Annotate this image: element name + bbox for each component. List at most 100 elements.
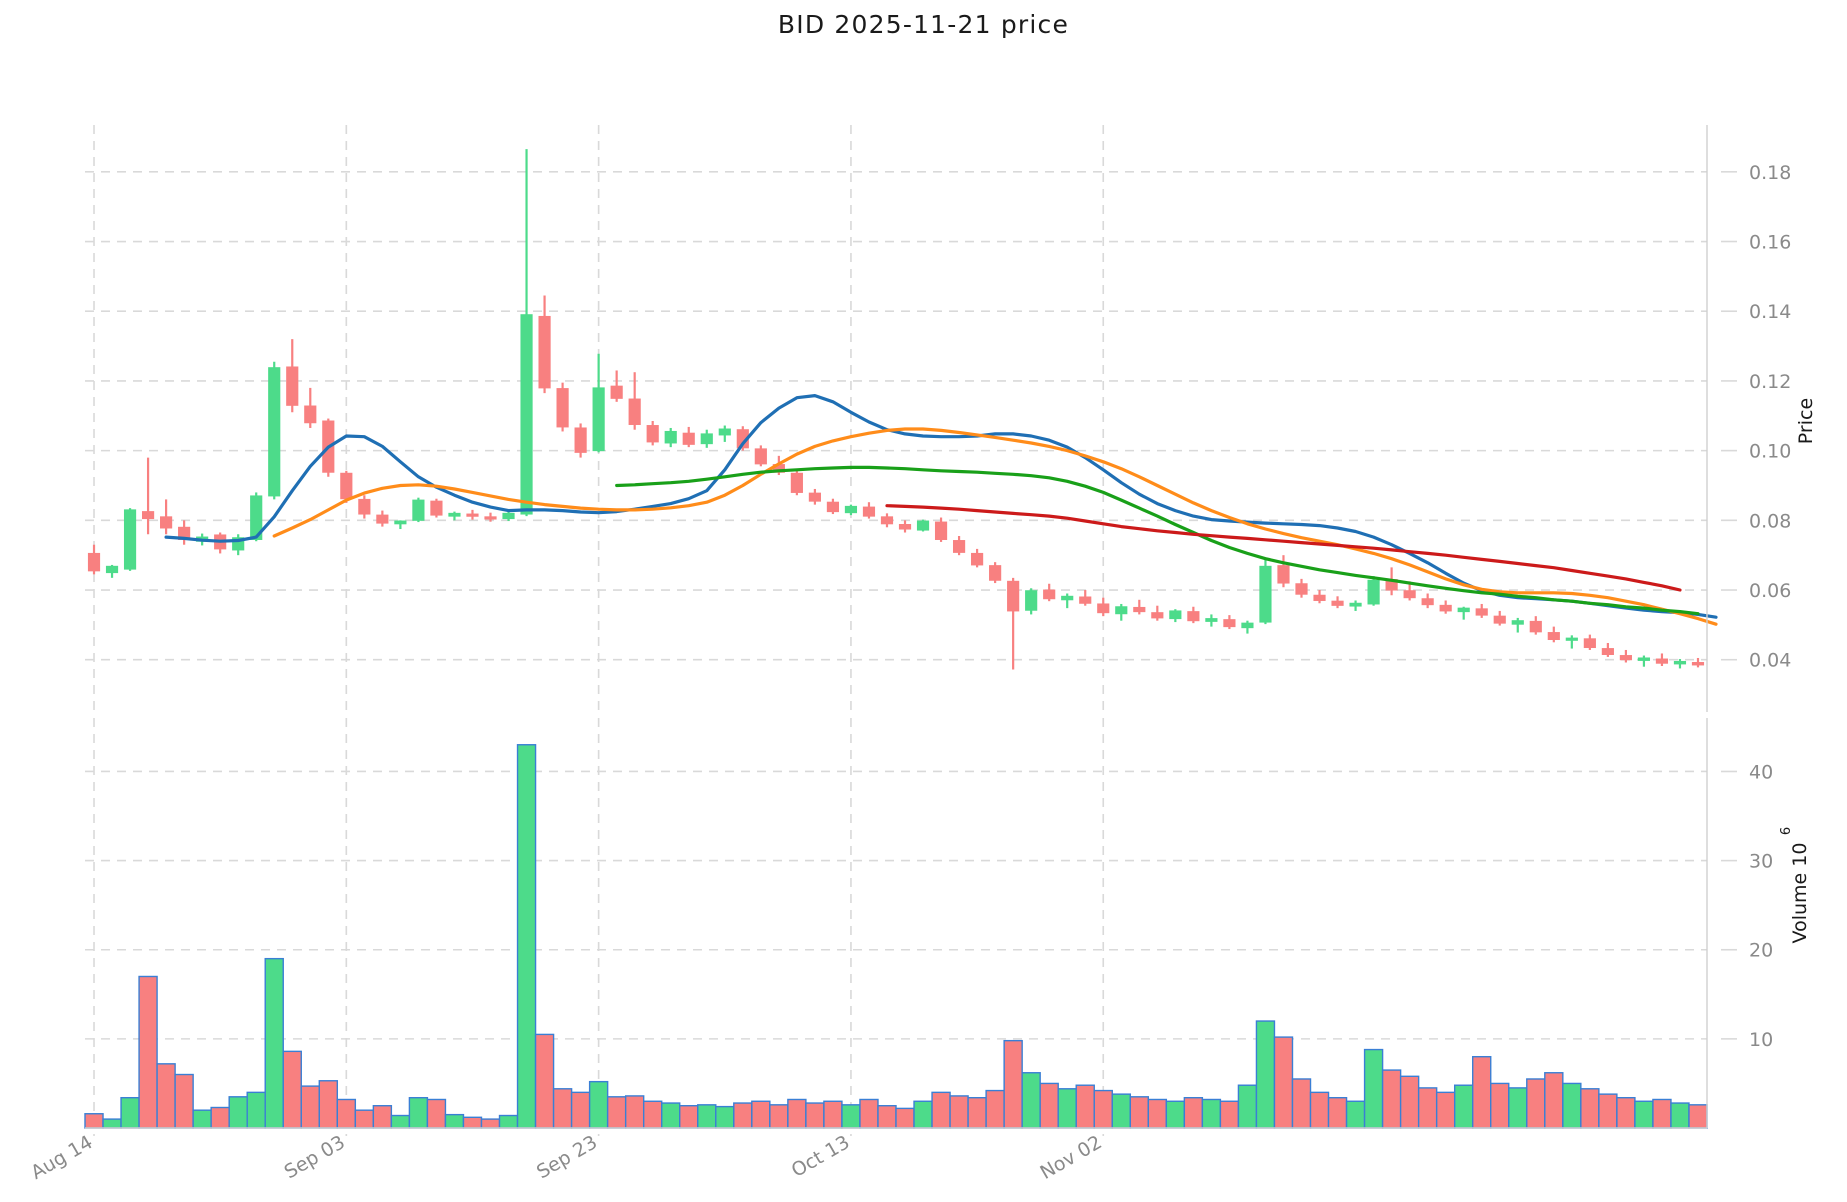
ytick-price: 0.08 [1749, 510, 1791, 532]
ma-xlong-line [885, 504, 1682, 592]
volume-bar [84, 1113, 104, 1129]
volume-bar [841, 1104, 861, 1129]
volume-bar [408, 1096, 429, 1129]
ytick-volume: 30 [1749, 851, 1773, 873]
candle-body [268, 367, 281, 497]
candle-body [1403, 590, 1416, 599]
candle-body [1493, 615, 1506, 624]
candle-body [1547, 632, 1560, 641]
volume-bar [1345, 1100, 1366, 1129]
volume-bar [787, 1098, 807, 1129]
volume-bar [1273, 1036, 1294, 1129]
volume-bar [1417, 1087, 1438, 1129]
volume-bar [1688, 1104, 1708, 1129]
candle-body [1367, 579, 1380, 605]
volume-bar [282, 1050, 302, 1129]
ytick-volume: 10 [1749, 1029, 1773, 1051]
candle-body [934, 521, 948, 540]
volume-bar [372, 1105, 393, 1129]
volume-bar [462, 1116, 483, 1129]
volume-bar [913, 1100, 933, 1129]
volume-bar [751, 1100, 771, 1129]
candle-body [484, 516, 497, 520]
volume-bar [679, 1105, 699, 1129]
candle-body [1619, 655, 1632, 661]
xtick-label: Sep 23 [533, 1131, 601, 1183]
volume-bar [1255, 1020, 1276, 1129]
volume-axis-title: Volume 10 [1789, 843, 1811, 944]
volume-bar [1562, 1082, 1582, 1129]
candle-body [520, 314, 533, 515]
volume-bar [174, 1073, 194, 1129]
candle-body [971, 552, 984, 566]
candle-body [1655, 658, 1669, 664]
chart-title: BID 2025-11-21 price [777, 10, 1070, 39]
volume-bar [985, 1089, 1005, 1129]
volume-bar [1057, 1088, 1077, 1129]
volume-bar [534, 1033, 555, 1129]
candle-body [1079, 596, 1092, 604]
volume-bar [949, 1095, 969, 1129]
xtick-label: Nov 02 [1036, 1131, 1105, 1184]
volume-bar [1165, 1100, 1186, 1129]
candle-body [250, 495, 263, 540]
candle-body [1439, 604, 1452, 612]
candle-body [826, 501, 840, 513]
gridlines [85, 125, 1707, 1136]
volume-bar [1490, 1082, 1510, 1129]
volume-bar [931, 1091, 951, 1129]
ytick-price: 0.10 [1749, 441, 1791, 463]
candle-body [1259, 565, 1272, 623]
volume-bars [84, 744, 1708, 1129]
candle-body [628, 398, 641, 425]
volume-bar [1381, 1069, 1402, 1129]
volume-bar [1580, 1088, 1600, 1129]
candle-body [700, 433, 713, 445]
candle-body [1331, 600, 1344, 606]
moving-average-lines [164, 394, 1718, 626]
volume-bar [300, 1085, 320, 1129]
volume-bar [1670, 1102, 1690, 1129]
candle-body [1583, 638, 1596, 649]
ytick-price: 0.18 [1749, 162, 1791, 184]
candle-body [574, 427, 587, 453]
volume-bar [318, 1080, 339, 1129]
candle-body [105, 565, 119, 574]
candle-body [952, 540, 966, 553]
volume-bar [552, 1088, 573, 1129]
ma-long-line [615, 465, 1700, 616]
volume-bar [1039, 1082, 1059, 1129]
volume-bar [246, 1091, 266, 1129]
volume-bar [1652, 1098, 1672, 1129]
volume-bar [1003, 1039, 1023, 1129]
candle-body [1511, 620, 1524, 625]
candle-body [1241, 622, 1254, 629]
volume-bar [588, 1080, 609, 1129]
ma-short-line [164, 394, 1718, 619]
volume-bar [210, 1106, 230, 1129]
ytick-price: 0.04 [1749, 650, 1791, 672]
candle-body [1025, 590, 1038, 611]
candle-body [538, 315, 551, 389]
ytick-volume: 20 [1749, 940, 1773, 962]
volume-bar [1021, 1072, 1041, 1129]
candle-body [286, 366, 299, 406]
volume-bar [354, 1109, 375, 1129]
ytick-volume: 40 [1749, 761, 1773, 783]
candle-body [1637, 657, 1651, 661]
candle-body [448, 512, 461, 517]
volume-bar [1237, 1084, 1258, 1129]
xtick-label: Oct 13 [788, 1131, 854, 1182]
candle-body [304, 405, 317, 424]
volume-bar [859, 1098, 879, 1129]
candle-body [646, 425, 659, 443]
candle-body [1061, 595, 1074, 601]
candle-body [610, 385, 623, 399]
candle-body [862, 506, 876, 517]
volume-bar [1634, 1100, 1654, 1129]
ytick-price: 0.12 [1749, 371, 1791, 393]
volume-bar [1219, 1100, 1240, 1129]
candle-body [412, 499, 425, 521]
volume-bar [1327, 1096, 1348, 1129]
volume-bar [1291, 1078, 1312, 1129]
